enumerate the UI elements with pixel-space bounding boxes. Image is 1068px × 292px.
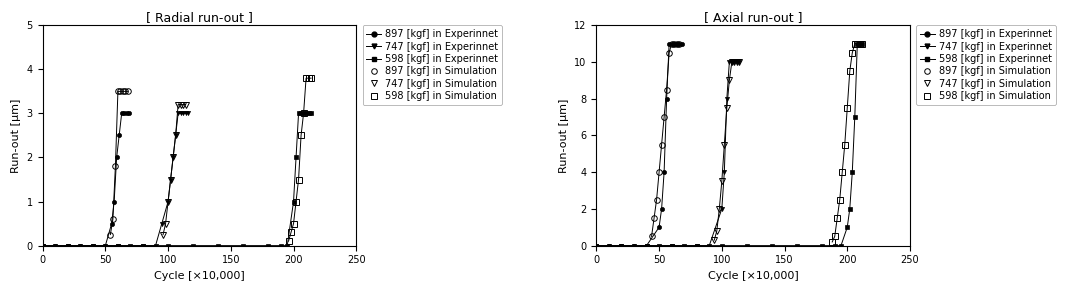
Legend: 897 [kgf] in Experinnet, 747 [kgf] in Experinnet, 598 [kgf] in Experinnet, 897 [: 897 [kgf] in Experinnet, 747 [kgf] in Ex…: [362, 25, 502, 105]
Title: [ Axial run-out ]: [ Axial run-out ]: [704, 11, 802, 24]
X-axis label: Cycle [×10,000]: Cycle [×10,000]: [154, 271, 245, 281]
X-axis label: Cycle [×10,000]: Cycle [×10,000]: [708, 271, 799, 281]
Title: [ Radial run-out ]: [ Radial run-out ]: [146, 11, 253, 24]
Legend: 897 [kgf] in Experinnet, 747 [kgf] in Experinnet, 598 [kgf] in Experinnet, 897 [: 897 [kgf] in Experinnet, 747 [kgf] in Ex…: [916, 25, 1055, 105]
Y-axis label: Run-out [μm]: Run-out [μm]: [11, 98, 21, 173]
Y-axis label: Run-out [μm]: Run-out [μm]: [559, 98, 569, 173]
